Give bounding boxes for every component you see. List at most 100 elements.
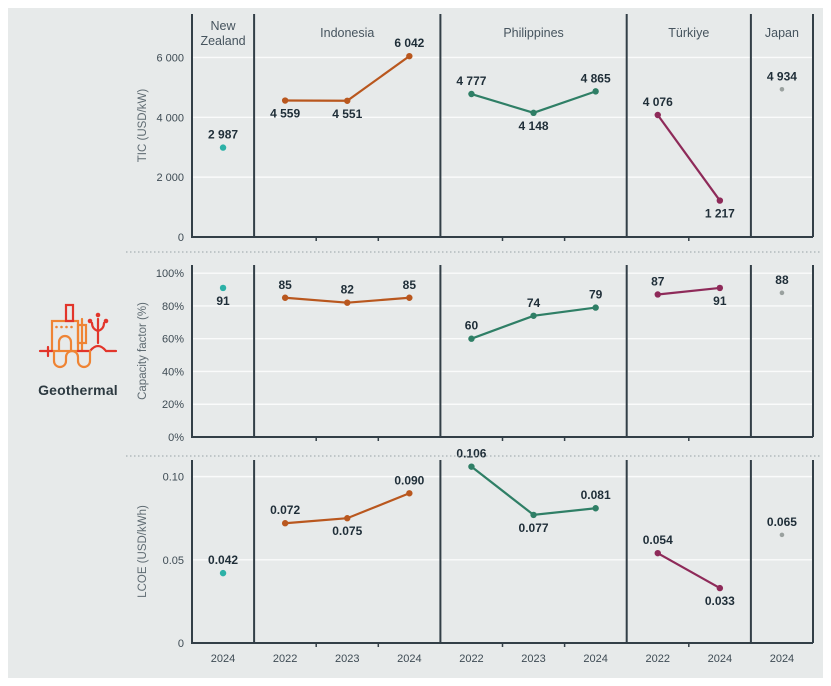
y-axis-title: LCOE (USD/kWh) — [137, 505, 149, 598]
icon-mound — [88, 344, 108, 353]
icon-geyser-spray — [90, 317, 106, 333]
data-point — [779, 87, 785, 92]
data-point — [654, 549, 661, 557]
x-year-label: 2023 — [335, 653, 359, 665]
y-tick-label: 6 000 — [156, 52, 184, 64]
geothermal-plant-icon — [30, 295, 126, 381]
data-point-label: 85 — [278, 278, 292, 292]
data-point-label: 0.081 — [581, 488, 611, 502]
data-point-label: 0.042 — [208, 553, 238, 567]
country-header: Indonesia — [320, 26, 374, 40]
x-year-label: 2022 — [273, 653, 297, 665]
data-point-label: 4 777 — [456, 74, 486, 88]
data-point-label: 87 — [651, 274, 665, 288]
y-tick-label: 0 — [178, 638, 184, 650]
y-tick-label: 4 000 — [156, 112, 184, 124]
data-point-label: 4 559 — [270, 107, 300, 121]
country-header: Türkiye — [668, 26, 709, 40]
data-point — [779, 290, 785, 296]
data-point-label: 0.033 — [705, 594, 735, 608]
y-tick-label: 0.10 — [163, 472, 184, 484]
data-point — [530, 511, 537, 519]
data-point — [344, 515, 351, 522]
data-point — [406, 490, 413, 497]
icon-ground-loop — [52, 349, 92, 369]
data-point — [344, 97, 351, 104]
data-point-label: 85 — [403, 278, 417, 292]
data-point — [592, 505, 599, 512]
data-point — [530, 109, 537, 117]
data-point-label: 4 865 — [581, 71, 611, 85]
data-point — [530, 312, 537, 319]
country-header: New — [211, 19, 237, 33]
icon-door-arch — [57, 334, 73, 353]
data-point — [592, 304, 599, 311]
y-tick-label: 2 000 — [156, 172, 184, 184]
data-line — [470, 465, 596, 517]
data-line — [657, 286, 720, 296]
data-point — [219, 144, 227, 151]
y-tick-label: 20% — [162, 399, 184, 411]
data-point-label: 91 — [713, 294, 727, 308]
data-point-label: 0.077 — [519, 521, 549, 535]
country-header: Philippines — [503, 26, 563, 40]
data-point — [779, 532, 785, 538]
x-year-label: 2022 — [646, 653, 670, 665]
data-point-label: 4 076 — [643, 95, 673, 109]
data-point-label: 2 987 — [208, 128, 238, 142]
data-point-label: 0.090 — [394, 473, 424, 487]
icon-chimney — [64, 303, 75, 323]
data-point-label: 4 551 — [332, 107, 362, 121]
data-point-label: 88 — [775, 273, 789, 287]
data-point-label: 1 217 — [705, 207, 735, 221]
data-point-label: 79 — [589, 288, 603, 302]
data-point-label: 0.075 — [332, 524, 362, 538]
data-point — [468, 90, 475, 98]
y-tick-label: 0% — [168, 432, 184, 444]
y-axis-title: TIC (USD/kW) — [137, 89, 149, 163]
x-year-label: 2024 — [708, 653, 732, 665]
data-point-label: 74 — [527, 296, 541, 310]
data-point-label: 0.072 — [270, 503, 300, 517]
data-point-label: 60 — [465, 319, 479, 333]
y-tick-label: 100% — [156, 268, 184, 280]
country-header: Japan — [765, 26, 799, 40]
y-tick-label: 0 — [178, 232, 184, 244]
data-point — [344, 299, 351, 306]
data-point — [281, 97, 289, 104]
data-point-label: 82 — [341, 283, 355, 297]
data-point — [406, 52, 413, 60]
icon-tank — [76, 323, 88, 345]
data-point — [654, 291, 661, 298]
data-point-label: 0.106 — [456, 447, 486, 461]
data-point — [592, 88, 599, 95]
data-point-label: 4 148 — [519, 119, 549, 133]
data-point-label: 6 042 — [394, 36, 424, 50]
y-tick-label: 80% — [162, 301, 184, 313]
data-line — [656, 114, 721, 202]
data-point — [716, 197, 724, 204]
data-point — [654, 111, 661, 119]
data-point — [716, 284, 724, 292]
data-line — [471, 90, 597, 114]
y-tick-label: 60% — [162, 334, 184, 346]
data-point-label: 91 — [216, 294, 230, 308]
data-point — [281, 294, 289, 301]
data-point — [219, 284, 227, 292]
x-year-label: 2024 — [583, 653, 607, 665]
country-header: Zealand — [200, 34, 245, 48]
y-tick-label: 40% — [162, 366, 184, 378]
data-point — [281, 520, 289, 527]
data-point-label: 4 934 — [767, 69, 797, 83]
data-point — [219, 569, 227, 577]
data-point — [406, 294, 413, 301]
y-axis-title: Capacity factor (%) — [137, 302, 149, 400]
x-year-label: 2024 — [770, 653, 794, 665]
data-line — [657, 552, 721, 590]
data-point-label: 0.065 — [767, 515, 797, 529]
y-tick-label: 0.05 — [163, 555, 184, 567]
data-point — [468, 463, 475, 470]
x-year-label: 2023 — [521, 653, 545, 665]
data-point — [468, 335, 475, 342]
